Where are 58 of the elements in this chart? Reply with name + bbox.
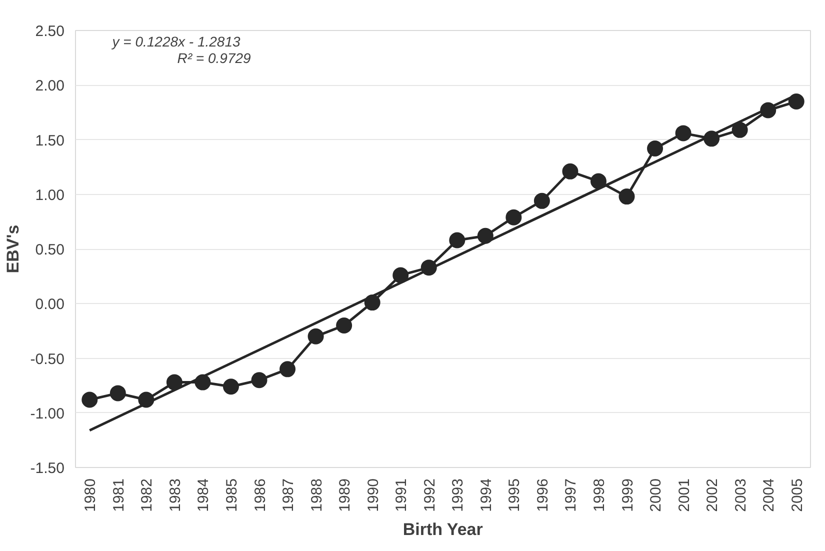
y-tick-label: -1.00: [30, 405, 65, 422]
x-tick-label: 1989: [336, 478, 354, 512]
x-tick-label: 1982: [138, 478, 156, 512]
x-tick-label: 1998: [590, 478, 608, 512]
point: [82, 392, 98, 408]
x-tick-label: 2000: [648, 478, 665, 512]
x-tick-label: 1986: [252, 478, 269, 512]
x-tick-label: 1980: [82, 478, 100, 512]
y-tick-label: -1.50: [30, 460, 65, 477]
x-tick-label: 2001: [676, 478, 693, 512]
point: [788, 94, 804, 110]
point: [110, 385, 126, 402]
y-tick-label: 1.00: [35, 186, 65, 204]
x-tick-label: 1990: [364, 478, 382, 512]
x-tick-label: 1995: [506, 478, 524, 512]
point: [166, 374, 182, 390]
x-tick-label: 2002: [704, 478, 722, 512]
x-tick-label: 2003: [732, 478, 750, 512]
x-tick-label: 1984: [195, 478, 212, 512]
point: [675, 125, 692, 142]
x-axis-title: Birth Year: [402, 520, 484, 539]
x-tick-label: 2005: [788, 478, 806, 512]
x-tick-label: 1983: [166, 478, 184, 512]
y-tick-label: 1.50: [35, 132, 65, 150]
x-tick-label: 1994: [478, 478, 495, 512]
y-tick-label: 2.50: [35, 23, 65, 40]
x-tick-label: 1981: [110, 478, 128, 512]
point: [618, 188, 635, 205]
point: [280, 361, 296, 378]
y-tick-label: 2.00: [35, 78, 65, 95]
point: [449, 232, 466, 248]
point: [590, 173, 606, 190]
point: [336, 317, 352, 334]
x-tick-label: 1993: [450, 478, 467, 512]
x-tick-label: 2004: [760, 478, 778, 512]
y-tick-label: -0.50: [30, 350, 65, 368]
point: [732, 122, 748, 138]
annotation: R² = 0.9729: [177, 50, 252, 66]
point: [251, 372, 268, 388]
x-tick-label: 1997: [562, 478, 580, 512]
point: [647, 140, 664, 156]
x-tick-label: 1991: [393, 478, 410, 512]
x-tick-label: 1985: [223, 478, 240, 512]
x-tick-label: 1987: [280, 478, 298, 512]
x-tick-label: 1992: [421, 478, 438, 512]
point: [308, 328, 324, 344]
y-tick-label: 0.00: [35, 296, 65, 314]
x-tick-label: 1999: [619, 478, 636, 512]
point: [534, 192, 550, 209]
point: [562, 163, 578, 180]
x-tick-label: 1996: [534, 478, 552, 512]
y-axis-title: EBV's: [3, 224, 22, 274]
annotation: y = 0.1228x - 1.2813: [111, 33, 240, 50]
point: [506, 209, 522, 226]
point: [392, 267, 409, 284]
x-tick-label: 1988: [308, 478, 326, 512]
point: [222, 378, 239, 395]
y-tick-label: 0.50: [35, 242, 65, 258]
